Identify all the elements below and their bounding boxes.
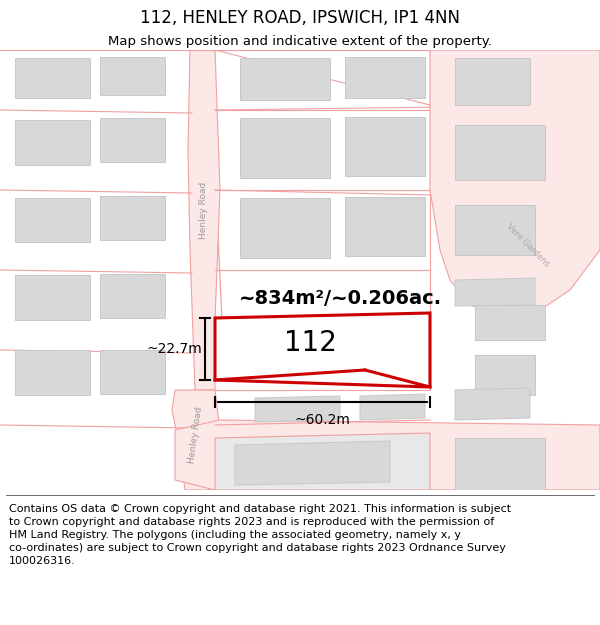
Polygon shape xyxy=(30,280,70,300)
Text: ~834m²/~0.206ac.: ~834m²/~0.206ac. xyxy=(238,289,442,308)
Polygon shape xyxy=(15,350,90,395)
Text: ~22.7m: ~22.7m xyxy=(146,342,202,356)
Polygon shape xyxy=(235,441,390,485)
Polygon shape xyxy=(255,396,340,422)
Polygon shape xyxy=(15,120,90,165)
Text: ~60.2m: ~60.2m xyxy=(294,413,350,427)
Polygon shape xyxy=(100,274,165,318)
Polygon shape xyxy=(430,50,600,315)
Polygon shape xyxy=(240,58,330,100)
Text: 112, HENLEY ROAD, IPSWICH, IP1 4NN: 112, HENLEY ROAD, IPSWICH, IP1 4NN xyxy=(140,9,460,27)
Polygon shape xyxy=(175,420,600,490)
Polygon shape xyxy=(15,58,90,98)
Polygon shape xyxy=(100,118,165,162)
Polygon shape xyxy=(15,198,90,242)
Text: Vere Gardens: Vere Gardens xyxy=(505,222,551,268)
Polygon shape xyxy=(172,390,220,490)
Polygon shape xyxy=(240,118,330,178)
Polygon shape xyxy=(100,57,165,95)
Polygon shape xyxy=(455,278,535,306)
Polygon shape xyxy=(455,205,535,255)
Polygon shape xyxy=(240,198,330,258)
Polygon shape xyxy=(15,275,90,320)
Polygon shape xyxy=(455,438,545,490)
Polygon shape xyxy=(215,313,430,387)
Polygon shape xyxy=(345,57,425,98)
Text: Henley Road: Henley Road xyxy=(188,406,205,464)
Polygon shape xyxy=(360,394,425,420)
Polygon shape xyxy=(455,388,530,420)
Polygon shape xyxy=(188,50,220,390)
Polygon shape xyxy=(100,196,165,240)
Text: Henley Road: Henley Road xyxy=(199,181,209,239)
Polygon shape xyxy=(100,350,165,394)
Polygon shape xyxy=(345,197,425,256)
Text: Map shows position and indicative extent of the property.: Map shows position and indicative extent… xyxy=(108,35,492,48)
Polygon shape xyxy=(215,433,430,490)
Polygon shape xyxy=(345,117,425,176)
Polygon shape xyxy=(475,355,535,395)
Polygon shape xyxy=(455,125,545,180)
Polygon shape xyxy=(455,58,530,105)
Text: Contains OS data © Crown copyright and database right 2021. This information is : Contains OS data © Crown copyright and d… xyxy=(9,504,511,566)
Text: 112: 112 xyxy=(284,329,337,357)
Polygon shape xyxy=(475,305,545,340)
